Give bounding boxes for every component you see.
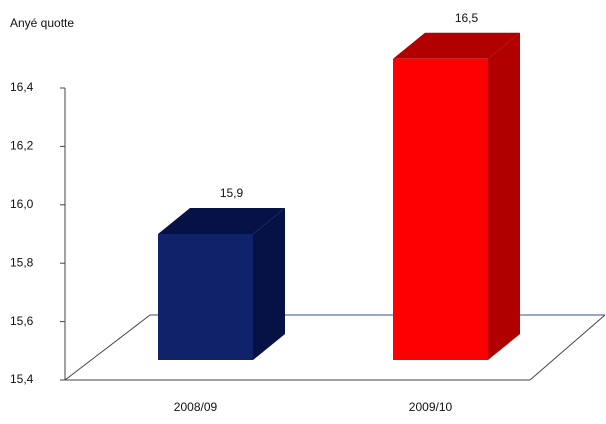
- y-tick-label: 15,4: [10, 372, 34, 386]
- value-label: 16,5: [455, 11, 479, 25]
- bar: [158, 208, 285, 360]
- floor-right: [529, 314, 606, 381]
- bar-face: [253, 208, 285, 360]
- floor-left: [64, 314, 151, 381]
- y-tick-label: 16,2: [10, 139, 34, 153]
- bar-face: [158, 208, 285, 234]
- x-tick-label: 2009/10: [409, 400, 453, 414]
- y-tick-label: 16,4: [10, 80, 34, 94]
- y-tick-label: 15,6: [10, 314, 34, 328]
- value-label: 15,9: [220, 186, 244, 200]
- bar-face: [393, 32, 520, 59]
- x-tick-label: 2008/09: [174, 400, 218, 414]
- y-tick-label: 16,0: [10, 197, 34, 211]
- chart-title: Anyé quotte: [10, 16, 74, 30]
- bar-face: [393, 58, 488, 361]
- bar: [393, 32, 520, 361]
- y-tick-label: 15,8: [10, 255, 34, 269]
- bar-face: [158, 234, 253, 360]
- bar-face: [488, 32, 520, 361]
